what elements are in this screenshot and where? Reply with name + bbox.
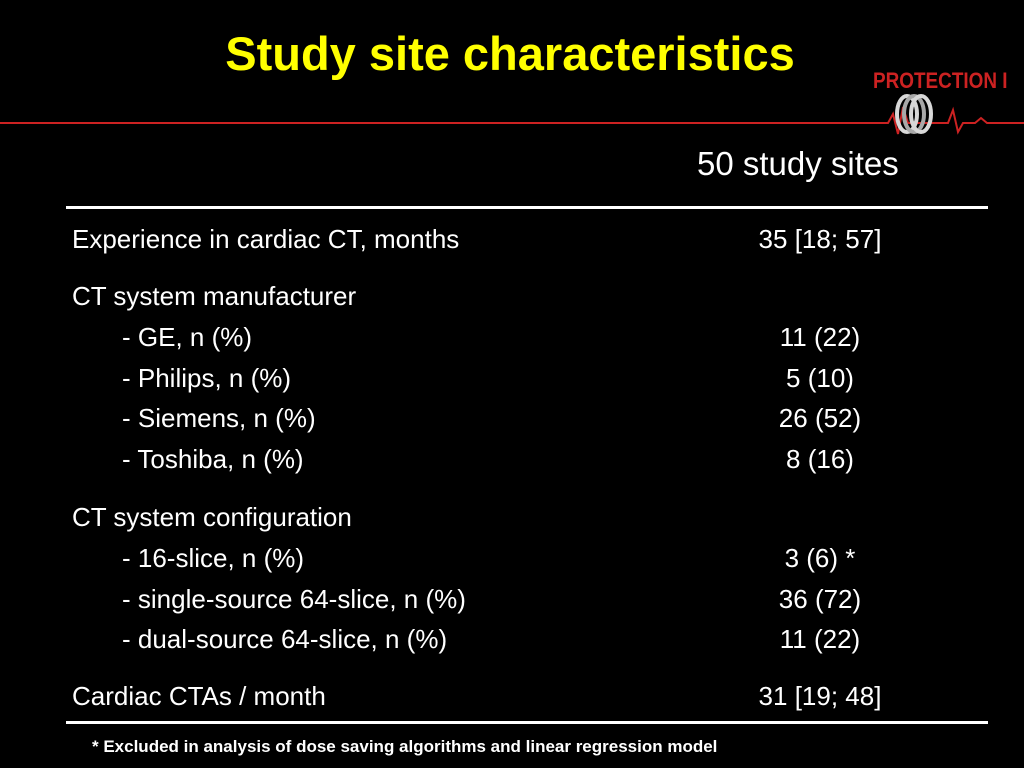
row-label: Cardiac CTAs / month xyxy=(72,681,326,711)
row-value: 8 (16) xyxy=(786,444,854,474)
column-header: 50 study sites xyxy=(697,145,899,182)
row-label: CT system configuration xyxy=(72,502,352,532)
logo-ring xyxy=(909,94,933,134)
row-label: - single-source 64-slice, n (%) xyxy=(122,584,466,614)
row-value: 31 [19; 48] xyxy=(758,681,882,711)
logo-text: PROTECTION I xyxy=(873,68,1008,93)
row-label: - Siemens, n (%) xyxy=(122,403,316,433)
row-label: - GE, n (%) xyxy=(122,322,253,352)
row-value: 5 (10) xyxy=(786,363,854,393)
row-value: 36 (72) xyxy=(778,584,862,614)
slide-title: Study site characteristics xyxy=(225,27,795,80)
row-value: 11 (22) xyxy=(779,322,861,352)
protection-logo-icon xyxy=(0,94,1024,135)
row-label: - dual-source 64-slice, n (%) xyxy=(122,624,448,654)
row-label: - Toshiba, n (%) xyxy=(122,444,304,474)
row-label: - 16-slice, n (%) xyxy=(122,543,305,573)
logo-ring xyxy=(902,94,926,134)
row-label: CT system manufacturer xyxy=(72,281,357,311)
table-bottom-rule xyxy=(66,721,988,724)
row-value: 35 [18; 57] xyxy=(758,224,882,254)
row-value: 26 (52) xyxy=(778,403,862,433)
ecg-line xyxy=(0,106,1024,135)
row-label: - Philips, n (%) xyxy=(122,363,292,393)
row-value: 11 (22) xyxy=(779,624,861,654)
logo-ring xyxy=(895,94,919,134)
footnote: * Excluded in analysis of dose saving al… xyxy=(92,737,718,756)
row-label: Experience in cardiac CT, months xyxy=(72,224,460,254)
table-top-rule xyxy=(66,206,988,209)
row-value: 3 (6) * xyxy=(784,543,856,573)
